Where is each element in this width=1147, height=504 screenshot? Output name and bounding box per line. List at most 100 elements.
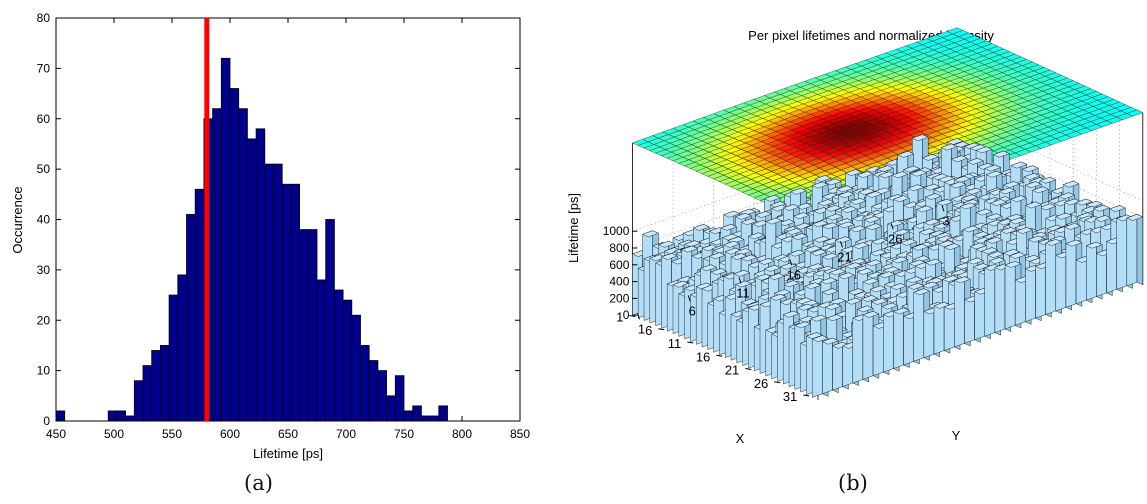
lifetime-bar — [878, 171, 896, 179]
lifetime-bar — [807, 263, 825, 271]
surface-cell — [803, 165, 820, 172]
histogram-bar — [220, 57, 231, 422]
lifetime-bar — [734, 213, 752, 220]
surface-cell — [958, 130, 976, 137]
histogram-y-axis-label: Occurrence — [10, 186, 25, 253]
lifetime-bar — [782, 204, 800, 211]
lifetime-bar — [733, 269, 751, 277]
histogram-bar — [273, 163, 283, 422]
lifetime-bar — [943, 302, 955, 351]
histogram-bar — [438, 405, 448, 422]
surface-cell — [794, 178, 812, 186]
lifetime-bar — [730, 253, 748, 260]
lifetime-bar — [755, 273, 773, 281]
lifetime-bar — [763, 265, 781, 272]
z-axis-label: Lifetime [ps] — [566, 193, 581, 263]
lifetime-bar — [985, 213, 1003, 221]
lifetime-bar — [734, 280, 752, 288]
y-tick-label: 0 — [43, 414, 50, 428]
histogram-bar — [168, 294, 179, 422]
lifetime-bar — [740, 218, 758, 226]
lifetime-bar — [975, 146, 993, 154]
lifetime-bar — [940, 143, 958, 151]
surface-cell — [972, 120, 990, 128]
histogram-bar — [255, 128, 266, 422]
lifetime-bar — [822, 337, 833, 395]
lifetime-bar — [1025, 264, 1036, 323]
lifetime-bar — [946, 138, 964, 145]
lifetime-bar — [832, 341, 843, 391]
surface-cell — [952, 127, 970, 134]
lifetime-bar — [1126, 214, 1138, 287]
lifetime-bar — [710, 268, 728, 275]
histogram-x-axis-label: Lifetime [ps] — [253, 446, 323, 461]
surface-cell — [926, 131, 944, 138]
lifetime-bar — [660, 253, 678, 260]
lifetime-bar — [1086, 241, 1097, 301]
lifetime-bar — [985, 170, 1003, 178]
lifetime-bar — [913, 288, 925, 362]
lifetime-bar — [892, 195, 910, 203]
surface-cell — [817, 154, 835, 162]
lifetime-bar — [1010, 195, 1028, 203]
surface-cell — [929, 115, 947, 123]
lifetime-bar — [1045, 239, 1057, 315]
y-tick-label: 26 — [888, 231, 902, 246]
x-tick-label: 31 — [783, 389, 797, 404]
surface-cell — [930, 124, 948, 132]
lifetime-bar — [1021, 165, 1039, 173]
lifetime-bar — [1023, 173, 1041, 180]
x-tick-label: 850 — [510, 427, 530, 441]
surface-cell — [829, 160, 847, 168]
lifetime-bar — [834, 236, 852, 244]
histogram-bar — [307, 229, 318, 422]
lifetime-bar — [1024, 181, 1042, 189]
lifetime-bar — [785, 228, 803, 235]
lifetime-bar — [826, 213, 844, 221]
lifetime-bar — [817, 199, 835, 206]
lifetime-bar — [792, 212, 810, 220]
lifetime-bar — [1003, 181, 1021, 188]
surface-cell — [903, 119, 920, 127]
lifetime-bar — [642, 230, 660, 238]
lifetime-bar — [849, 198, 867, 205]
surface-cell — [1126, 109, 1144, 117]
lifetime-bar — [824, 204, 842, 212]
surface-cell — [904, 128, 922, 136]
lifetime-bar — [681, 245, 699, 253]
lifetime-bar — [811, 220, 829, 228]
surface-cell — [924, 121, 942, 129]
lifetime-bar — [858, 188, 876, 195]
surface-cell — [968, 126, 986, 134]
histogram-bar — [377, 370, 387, 422]
y-tick-label: 10 — [37, 364, 51, 378]
x-tick — [658, 328, 665, 331]
surface-cell — [834, 163, 852, 171]
lifetime-bar — [924, 193, 942, 200]
y-tick-label: 1 — [638, 321, 645, 336]
lifetime-bar — [903, 165, 921, 173]
x-tick-label: 650 — [278, 427, 298, 441]
lifetime-bar — [911, 134, 929, 142]
lifetime-bar — [953, 175, 971, 183]
y-tick-label: 40 — [37, 213, 51, 227]
histogram-bar — [133, 380, 144, 422]
surface-cell — [936, 127, 954, 135]
histogram-bar — [403, 410, 414, 422]
z-tick-label: 0 — [623, 308, 630, 322]
lifetime-bar — [708, 252, 726, 260]
lifetime-bar — [961, 194, 979, 202]
lifetime-bar — [863, 216, 881, 223]
lifetime-bar — [852, 242, 870, 249]
lifetime-bar — [755, 211, 773, 218]
lifetime-bar — [1035, 262, 1046, 319]
histogram-bar — [325, 219, 335, 422]
y-tick-label: 6 — [689, 303, 696, 318]
lifetime-bar — [836, 185, 854, 193]
histogram-bar — [360, 345, 370, 422]
z-tick-label: 400 — [609, 275, 629, 289]
lifetime-bar — [975, 208, 993, 216]
histogram-bar — [290, 183, 300, 422]
surface-cell — [892, 122, 910, 130]
y-tick-label: 3 — [942, 213, 949, 228]
